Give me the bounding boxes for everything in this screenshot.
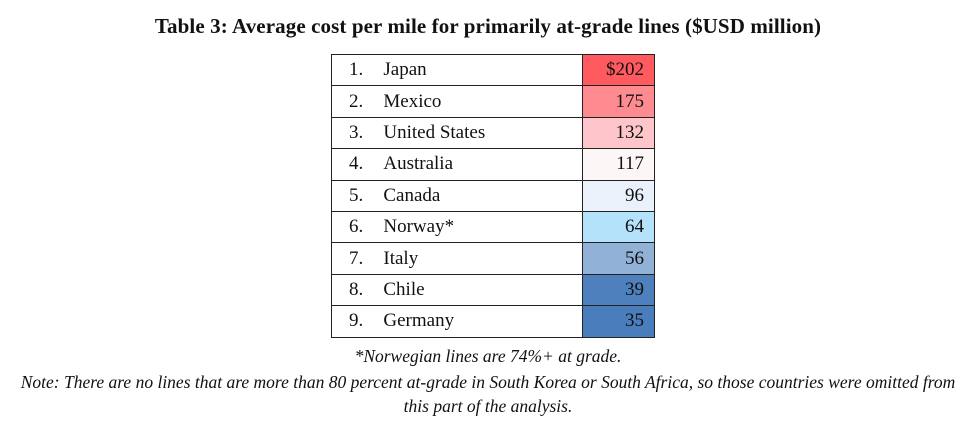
country-cell: Mexico: [383, 85, 584, 118]
table-row: 2. Mexico 175: [331, 85, 655, 118]
country-cell: Germany: [383, 305, 584, 338]
country-cell: Italy: [383, 242, 584, 275]
norway-footnote: *Norwegian lines are 74%+ at grade.: [354, 346, 622, 366]
cost-table: 1. Japan $202 2. Mexico 175 3. United States 132…: [331, 53, 655, 338]
rank-cell: 6.: [331, 210, 384, 244]
rank-cell: 5.: [331, 179, 384, 212]
rank-cell: 9.: [331, 305, 384, 338]
rank-cell: 8.: [331, 273, 384, 307]
cost-cell: 56: [582, 242, 655, 275]
cost-cell: 132: [582, 116, 655, 150]
table-row: 8. Chile 39: [331, 273, 655, 307]
table-row: 6. Norway* 64: [331, 210, 655, 244]
country-cell: Norway*: [383, 210, 584, 244]
cost-cell: $202: [582, 53, 655, 87]
rank-cell: 2.: [331, 85, 384, 118]
cost-cell: 39: [582, 273, 655, 307]
table-row: 3. United States 132: [331, 116, 655, 150]
table-row: 7. Italy 56: [331, 242, 655, 275]
cost-cell: 175: [582, 85, 655, 118]
table-row: 9. Germany 35: [331, 305, 655, 338]
cost-cell: 117: [582, 148, 655, 181]
rank-cell: 1.: [331, 53, 384, 87]
country-cell: Australia: [383, 148, 584, 181]
omission-note: Note: There are no lines that are more t…: [20, 372, 956, 416]
cost-cell: 35: [582, 305, 655, 338]
cost-cell: 64: [582, 210, 655, 244]
cost-cell: 96: [582, 179, 655, 212]
table-title: Table 3: Average cost per mile for prima…: [154, 14, 822, 38]
table-row: 5. Canada 96: [331, 179, 655, 212]
country-cell: Canada: [383, 179, 584, 212]
country-cell: Japan: [383, 53, 584, 87]
rank-cell: 4.: [331, 148, 384, 181]
rank-cell: 7.: [331, 242, 384, 275]
country-cell: Chile: [383, 273, 584, 307]
table-row: 4. Australia 117: [331, 148, 655, 181]
country-cell: United States: [383, 116, 584, 150]
rank-cell: 3.: [331, 116, 384, 150]
table-row: 1. Japan $202: [331, 53, 655, 87]
